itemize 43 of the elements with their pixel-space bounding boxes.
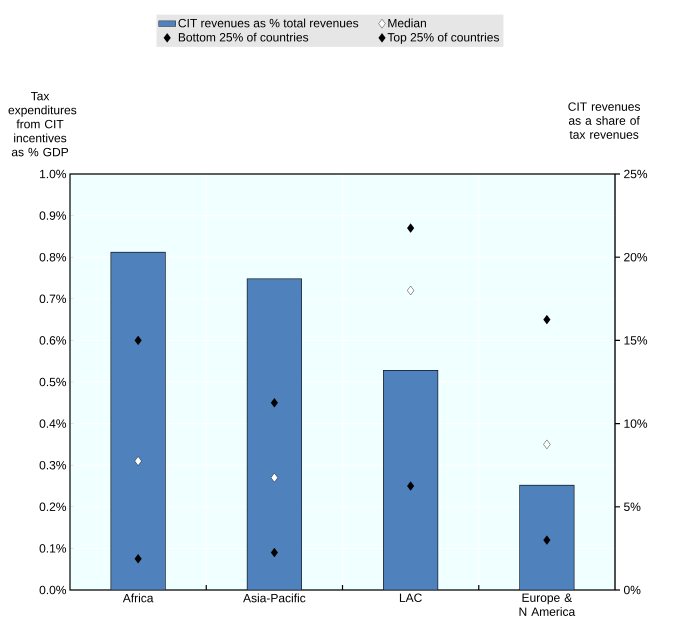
bar <box>519 484 574 590</box>
x-tick-label: LAC <box>400 594 422 602</box>
y2-tick-label: 5% <box>624 502 640 512</box>
y-tick-label: 0.9% <box>40 211 66 220</box>
point <box>407 286 414 296</box>
legend-label: Top 25% of countries <box>388 32 499 44</box>
bar <box>383 370 438 590</box>
point <box>407 223 414 233</box>
x-tick-label: Asia-Pacific <box>243 594 306 602</box>
point <box>543 440 550 450</box>
point <box>407 481 414 491</box>
y-tick-label: 1.0% <box>40 170 66 178</box>
point <box>270 548 278 558</box>
point <box>543 535 550 545</box>
point <box>134 336 142 346</box>
y-tick-label: 0.7% <box>40 294 66 304</box>
y-tick-label: 0.6% <box>40 336 66 345</box>
x-tick-label: Africa <box>122 594 154 602</box>
legend-label: Bottom 25% of countries <box>178 32 308 42</box>
y-tick-label: 0.4% <box>40 419 66 428</box>
point <box>134 456 142 466</box>
y-tick-label: 0.2% <box>40 502 66 512</box>
y-tick-label: 0.1% <box>40 544 66 553</box>
y2-tick-label: 15% <box>624 336 648 345</box>
legend-label: Median <box>388 18 426 28</box>
y2-tick-label: 0% <box>624 586 640 594</box>
point <box>270 472 278 482</box>
y2-tick-label: 10% <box>624 419 648 428</box>
y-tick-label: 0.3% <box>40 460 66 470</box>
point <box>543 314 550 324</box>
bar <box>110 252 166 590</box>
legend-label: CIT revenues as % total revenues <box>178 18 358 28</box>
y-tick-label: 0.0% <box>40 586 66 594</box>
y-tick-label: 0.5% <box>40 378 66 386</box>
y2-axis-title: CIT revenues as a share of tax revenues <box>568 102 640 139</box>
point <box>270 398 278 408</box>
y2-tick-label: 20% <box>624 252 648 262</box>
y2-tick-label: 25% <box>624 170 648 178</box>
point <box>134 554 142 564</box>
y-axis-title: Tax expenditures from CIT incentives as % GDP <box>8 92 76 156</box>
y-tick-label: 0.8% <box>40 252 66 262</box>
x-tick-label: Europe & N America <box>520 594 576 616</box>
bar <box>246 278 302 590</box>
